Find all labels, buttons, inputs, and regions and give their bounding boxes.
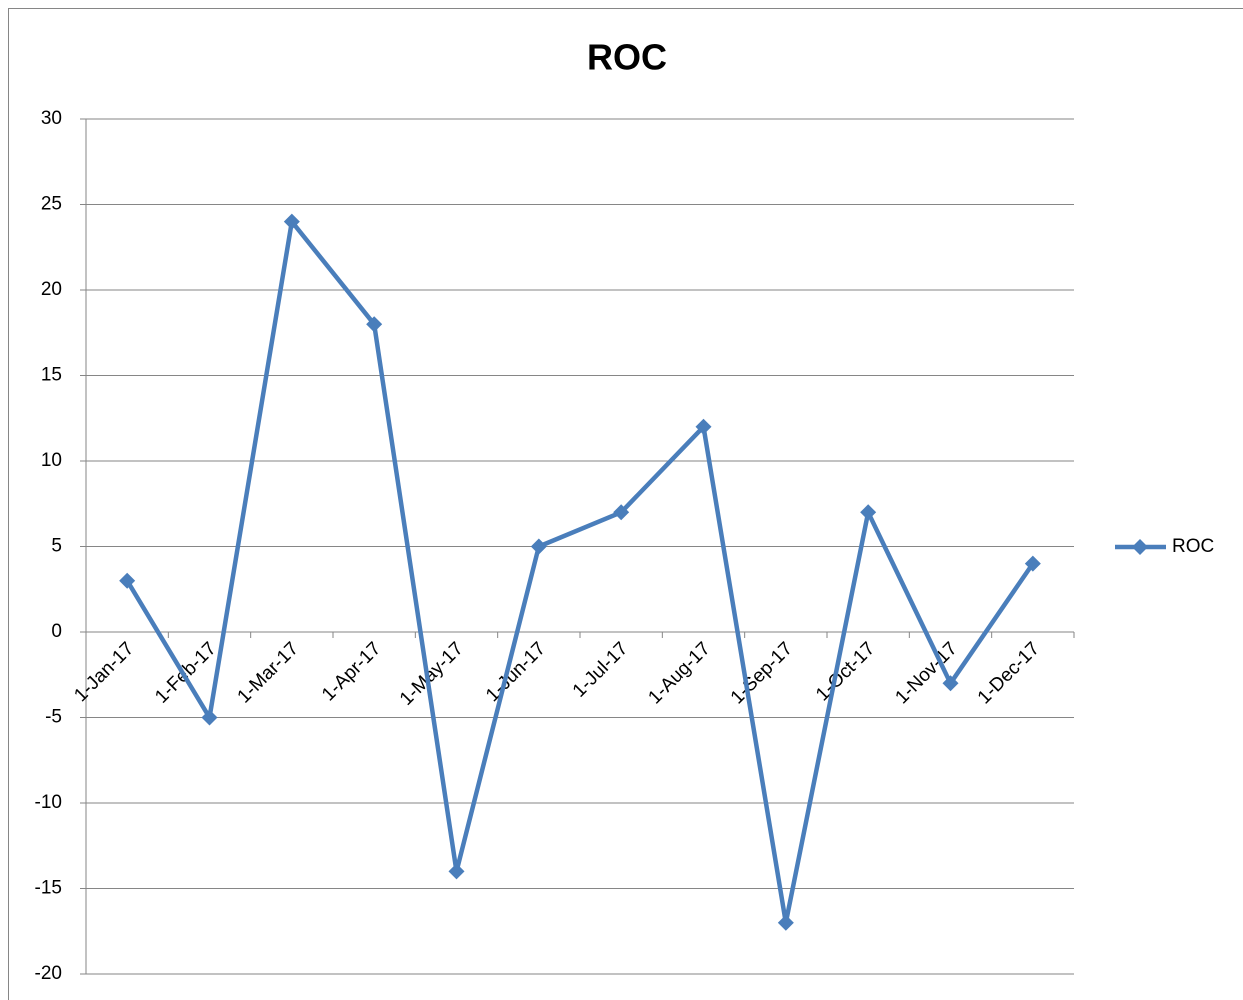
data-marker [613,504,630,521]
y-tick-label: -10 [35,792,62,813]
data-line [125,219,1035,925]
y-tick-label: 25 [41,194,62,215]
data-marker [860,504,877,521]
y-tick-label: 10 [41,450,62,471]
legend-label: ROC [1172,536,1214,557]
data-marker [119,572,136,589]
y-tick-label: -5 [45,707,62,728]
y-tick-label: -15 [35,878,62,899]
y-tick-label: 15 [41,365,62,386]
y-tick-label: 0 [51,621,62,642]
legend-marker [1132,539,1148,555]
data-marker [695,418,712,435]
data-marker [1024,555,1041,572]
data-marker [448,863,465,880]
data-marker [283,213,300,230]
chart-title: ROC [587,37,667,78]
data-marker [777,914,794,931]
y-tick-label: 20 [41,279,62,300]
data-marker [366,316,383,333]
data-marker [201,709,218,726]
chart-border [8,8,1243,1000]
data-marker [530,538,547,555]
y-tick-label: -20 [35,963,62,984]
y-tick-label: 30 [41,108,62,129]
y-tick-label: 5 [51,536,62,557]
data-marker [942,675,959,692]
